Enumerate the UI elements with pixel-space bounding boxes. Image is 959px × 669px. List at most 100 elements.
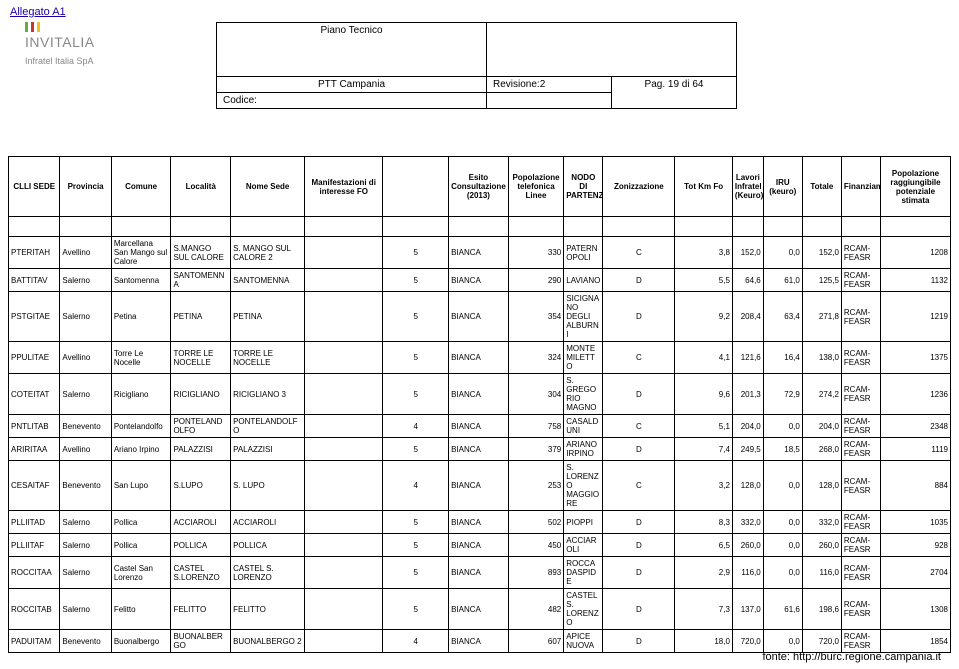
table-cell: 61,6: [763, 589, 802, 630]
table-cell: PLLIITAF: [9, 534, 60, 557]
table-cell: BIANCA: [449, 269, 509, 292]
table-cell: 16,4: [763, 342, 802, 374]
table-row: BATTITAVSalernoSantomennaSANTOMENNASANTO…: [9, 269, 951, 292]
table-cell: 138,0: [802, 342, 841, 374]
table-cell: D: [603, 557, 675, 589]
table-cell: 18,0: [675, 630, 733, 653]
logo-block: INVITALIA Infratel Italia SpA: [25, 22, 95, 66]
table-cell: Benevento: [60, 415, 111, 438]
table-cell: 128,0: [802, 461, 841, 511]
table-cell: San Lupo: [111, 461, 171, 511]
table-cell: D: [603, 374, 675, 415]
col-header: Tot Km Fo: [675, 157, 733, 217]
table-cell: Avellino: [60, 438, 111, 461]
table-cell: 1236: [880, 374, 950, 415]
table-cell: PNTLITAB: [9, 415, 60, 438]
table-cell: RICIGLIANO: [171, 374, 231, 415]
table-cell: 354: [508, 292, 564, 342]
table-cell: 260,0: [802, 534, 841, 557]
table-cell: 450: [508, 534, 564, 557]
table-cell: 5: [383, 374, 449, 415]
table-cell: BIANCA: [449, 438, 509, 461]
table-cell: 249,5: [732, 438, 763, 461]
table-cell: C: [603, 342, 675, 374]
table-cell: Salerno: [60, 511, 111, 534]
table-cell: BUONALBERGO 2: [231, 630, 305, 653]
spacer-cell: [305, 217, 383, 237]
table-cell: 0,0: [763, 511, 802, 534]
col-header: Nome Sede: [231, 157, 305, 217]
table-cell: S. MANGO SUL CALORE 2: [231, 237, 305, 269]
table-cell: FELITTO: [171, 589, 231, 630]
table-cell: RCAM-FEASR: [841, 557, 880, 589]
table-cell: APICE NUOVA: [564, 630, 603, 653]
table-cell: PIOPPI: [564, 511, 603, 534]
table-cell: 208,4: [732, 292, 763, 342]
allegato-label: Allegato A1: [10, 6, 66, 18]
table-cell: C: [603, 461, 675, 511]
table-cell: 324: [508, 342, 564, 374]
table-cell: 5: [383, 237, 449, 269]
table-cell: 332,0: [732, 511, 763, 534]
col-header: [383, 157, 449, 217]
table-cell: 125,5: [802, 269, 841, 292]
table-cell: 5: [383, 342, 449, 374]
table-cell: RICIGLIANO 3: [231, 374, 305, 415]
table-row: PTERITAHAvellinoMarcellana San Mango sul…: [9, 237, 951, 269]
table-cell: 1219: [880, 292, 950, 342]
table-row: PPULITAEAvellinoTorre Le NocelleTORRE LE…: [9, 342, 951, 374]
header-codice-val: [487, 93, 612, 109]
logo-bars: [25, 22, 95, 32]
table-cell: 5: [383, 511, 449, 534]
table-cell: 4,1: [675, 342, 733, 374]
table-cell: ROCCITAB: [9, 589, 60, 630]
table-cell: 3,2: [675, 461, 733, 511]
table-cell: 0,0: [763, 557, 802, 589]
table-cell: D: [603, 511, 675, 534]
table-cell: POLLICA: [171, 534, 231, 557]
table-cell: 720,0: [802, 630, 841, 653]
col-header: Località: [171, 157, 231, 217]
table-cell: 116,0: [802, 557, 841, 589]
table-cell: SICIGNANO DEGLI ALBURNI: [564, 292, 603, 342]
table-cell: D: [603, 630, 675, 653]
spacer-cell: [675, 217, 733, 237]
header-ptt: PTT Campania: [217, 77, 487, 93]
spacer-cell: [763, 217, 802, 237]
data-table: CLLI SEDEProvinciaComuneLocalitàNome Sed…: [8, 156, 951, 653]
spacer-cell: [841, 217, 880, 237]
table-cell: 6,5: [675, 534, 733, 557]
table-cell: 0,0: [763, 237, 802, 269]
spacer-cell: [880, 217, 950, 237]
table-cell: C: [603, 415, 675, 438]
table-cell: 268,0: [802, 438, 841, 461]
table-cell: Torre Le Nocelle: [111, 342, 171, 374]
spacer-cell: [60, 217, 111, 237]
table-cell: BIANCA: [449, 237, 509, 269]
col-header: Comune: [111, 157, 171, 217]
table-cell: 502: [508, 511, 564, 534]
table-cell: RCAM-FEASR: [841, 461, 880, 511]
table-cell: Pollica: [111, 534, 171, 557]
table-cell: 1119: [880, 438, 950, 461]
table-cell: [305, 461, 383, 511]
table-cell: 2704: [880, 557, 950, 589]
table-cell: [305, 557, 383, 589]
table-row: PLLIITADSalernoPollicaACCIAROLIACCIAROLI…: [9, 511, 951, 534]
logo-bar-2: [31, 22, 34, 32]
table-cell: RCAM-FEASR: [841, 237, 880, 269]
table-cell: Pollica: [111, 511, 171, 534]
table-body: PTERITAHAvellinoMarcellana San Mango sul…: [9, 217, 951, 653]
table-cell: CASTEL S. LORENZO: [231, 557, 305, 589]
table-cell: BIANCA: [449, 342, 509, 374]
table-cell: RCAM-FEASR: [841, 292, 880, 342]
table-cell: 18,5: [763, 438, 802, 461]
table-cell: Marcellana San Mango sul Calore: [111, 237, 171, 269]
col-header: Popolazione telefonica Linee: [508, 157, 564, 217]
table-cell: Salerno: [60, 374, 111, 415]
table-cell: 128,0: [732, 461, 763, 511]
col-header: Popolazione raggiungibile potenziale sti…: [880, 157, 950, 217]
table-cell: 1308: [880, 589, 950, 630]
table-cell: D: [603, 292, 675, 342]
table-cell: CASTEL S. LORENZO: [564, 589, 603, 630]
